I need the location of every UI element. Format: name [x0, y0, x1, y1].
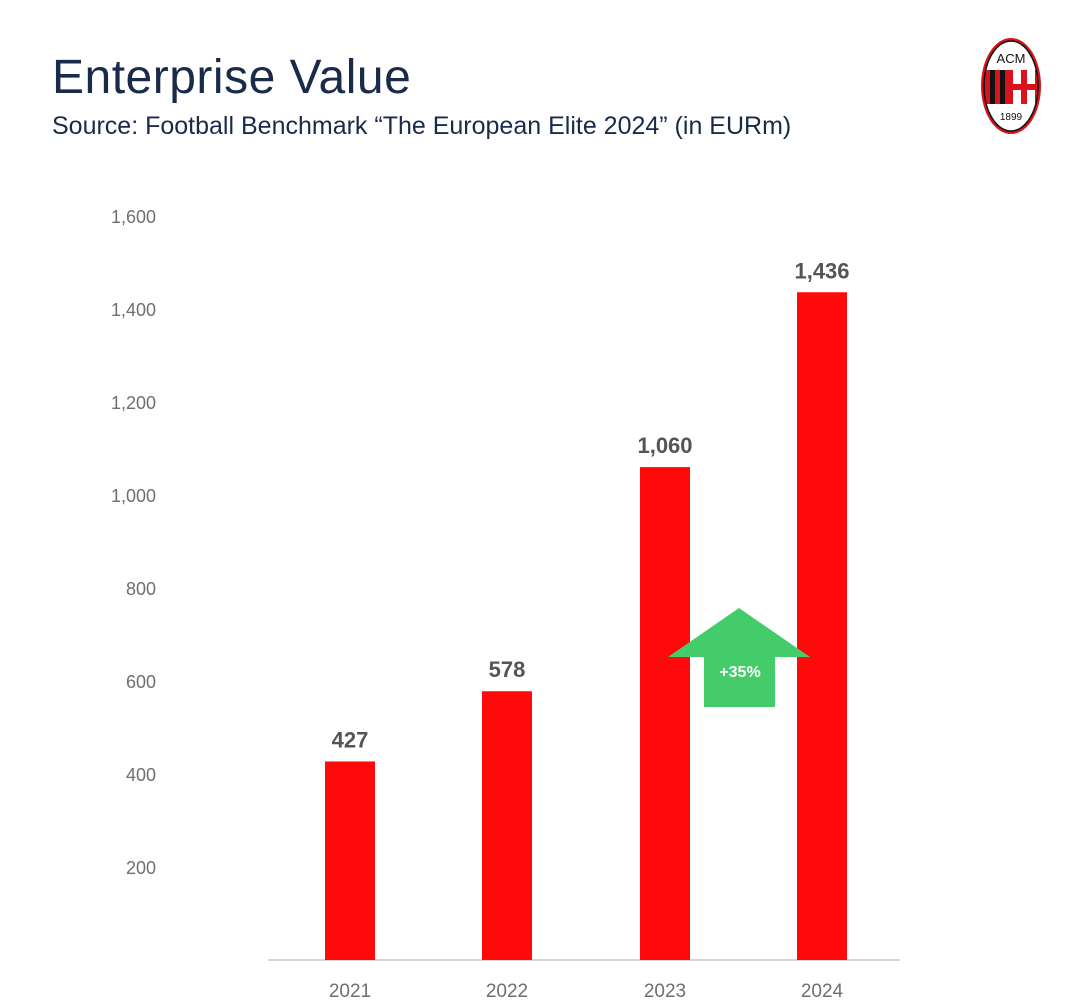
svg-text:1899: 1899	[1000, 112, 1023, 123]
x-tick-label: 2024	[801, 981, 844, 1002]
bar-2021	[325, 761, 375, 960]
x-tick-label: 2021	[329, 981, 371, 1002]
page-subtitle: Source: Football Benchmark “The European…	[52, 112, 792, 140]
y-tick-label: 1,000	[111, 486, 156, 506]
x-tick-label: 2023	[644, 981, 686, 1002]
bar-2024	[797, 292, 847, 960]
y-tick-label: 1,200	[111, 393, 156, 413]
page-title: Enterprise Value	[52, 51, 412, 104]
bar-2023	[640, 467, 690, 960]
y-tick-label: 600	[126, 672, 156, 692]
data-label-2021: 427	[332, 727, 369, 752]
ac-milan-crest-icon: ACM 1899	[980, 36, 1042, 136]
growth-annotation-label: +35%	[719, 664, 760, 681]
svg-text:ACM: ACM	[997, 51, 1026, 66]
data-label-2024: 1,436	[794, 258, 849, 283]
growth-up-arrow-icon	[668, 608, 810, 707]
y-tick-label: 1,400	[111, 300, 156, 320]
data-label-2022: 578	[489, 657, 526, 682]
y-tick-label: 800	[126, 579, 156, 599]
x-tick-label: 2022	[486, 981, 528, 1002]
data-label-2023: 1,060	[637, 433, 692, 458]
bar-2022	[482, 691, 532, 960]
y-tick-label: 200	[126, 858, 156, 878]
y-tick-label: 1,600	[111, 207, 156, 227]
y-tick-label: 400	[126, 765, 156, 785]
